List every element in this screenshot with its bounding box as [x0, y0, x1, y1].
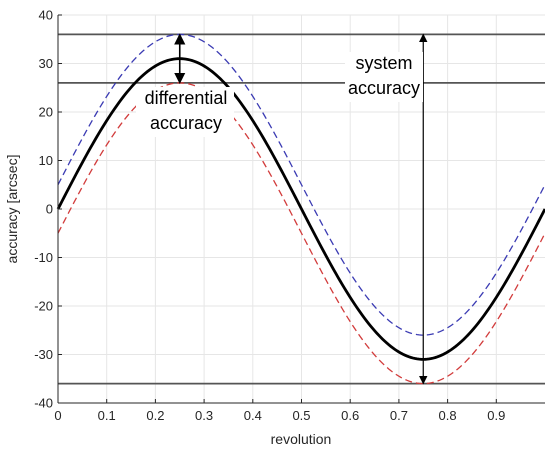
- y-tick-label-8: -40: [34, 396, 53, 411]
- system-label-line2: accuracy: [348, 78, 420, 98]
- reference-lines: [58, 33, 545, 385]
- series-line-1: [57, 33, 545, 336]
- x-tick-label-6: 0.6: [341, 408, 359, 423]
- x-tick-label-4: 0.4: [244, 408, 262, 423]
- system-label-bg: [345, 52, 423, 102]
- x-tick-label-3: 0.3: [195, 408, 213, 423]
- x-tick-label-1: 0.1: [98, 408, 116, 423]
- differential-label-line2: accuracy: [150, 113, 222, 133]
- y-tick-label-5: -10: [34, 250, 53, 265]
- y-axis-label: accuracy [arcsec]: [4, 155, 20, 264]
- x-tick-label-8: 0.8: [439, 408, 457, 423]
- ticks: 0 0.1 0.2 0.3 0.4 0.5 0.6 0.7 0.8 0.9 40 30 20 10 0 -10…: [34, 8, 505, 424]
- y-tick-label-1: 30: [39, 56, 53, 71]
- series-line-0: [56, 57, 545, 361]
- y-tick-label-4: 0: [46, 202, 53, 217]
- x-axis-label: revolution: [271, 431, 332, 447]
- y-tick-label-3: 10: [39, 153, 53, 168]
- annotations: differential accuracy system accuracy: [136, 33, 428, 385]
- x-tick-label-7: 0.7: [390, 408, 408, 423]
- x-tick-label-5: 0.5: [292, 408, 310, 423]
- differential-label-bg: [136, 87, 234, 137]
- y-tick-label-7: -30: [34, 347, 53, 362]
- differential-label-line1: differential: [145, 88, 228, 108]
- x-tick-label-0: 0: [54, 408, 61, 423]
- x-tick-label-9: 0.9: [487, 408, 505, 423]
- y-tick-label-2: 20: [39, 105, 53, 120]
- x-tick-label-2: 0.2: [146, 408, 164, 423]
- y-tick-label-6: -20: [34, 299, 53, 314]
- system-label-line1: system: [355, 53, 412, 73]
- y-tick-label-0: 40: [39, 8, 53, 23]
